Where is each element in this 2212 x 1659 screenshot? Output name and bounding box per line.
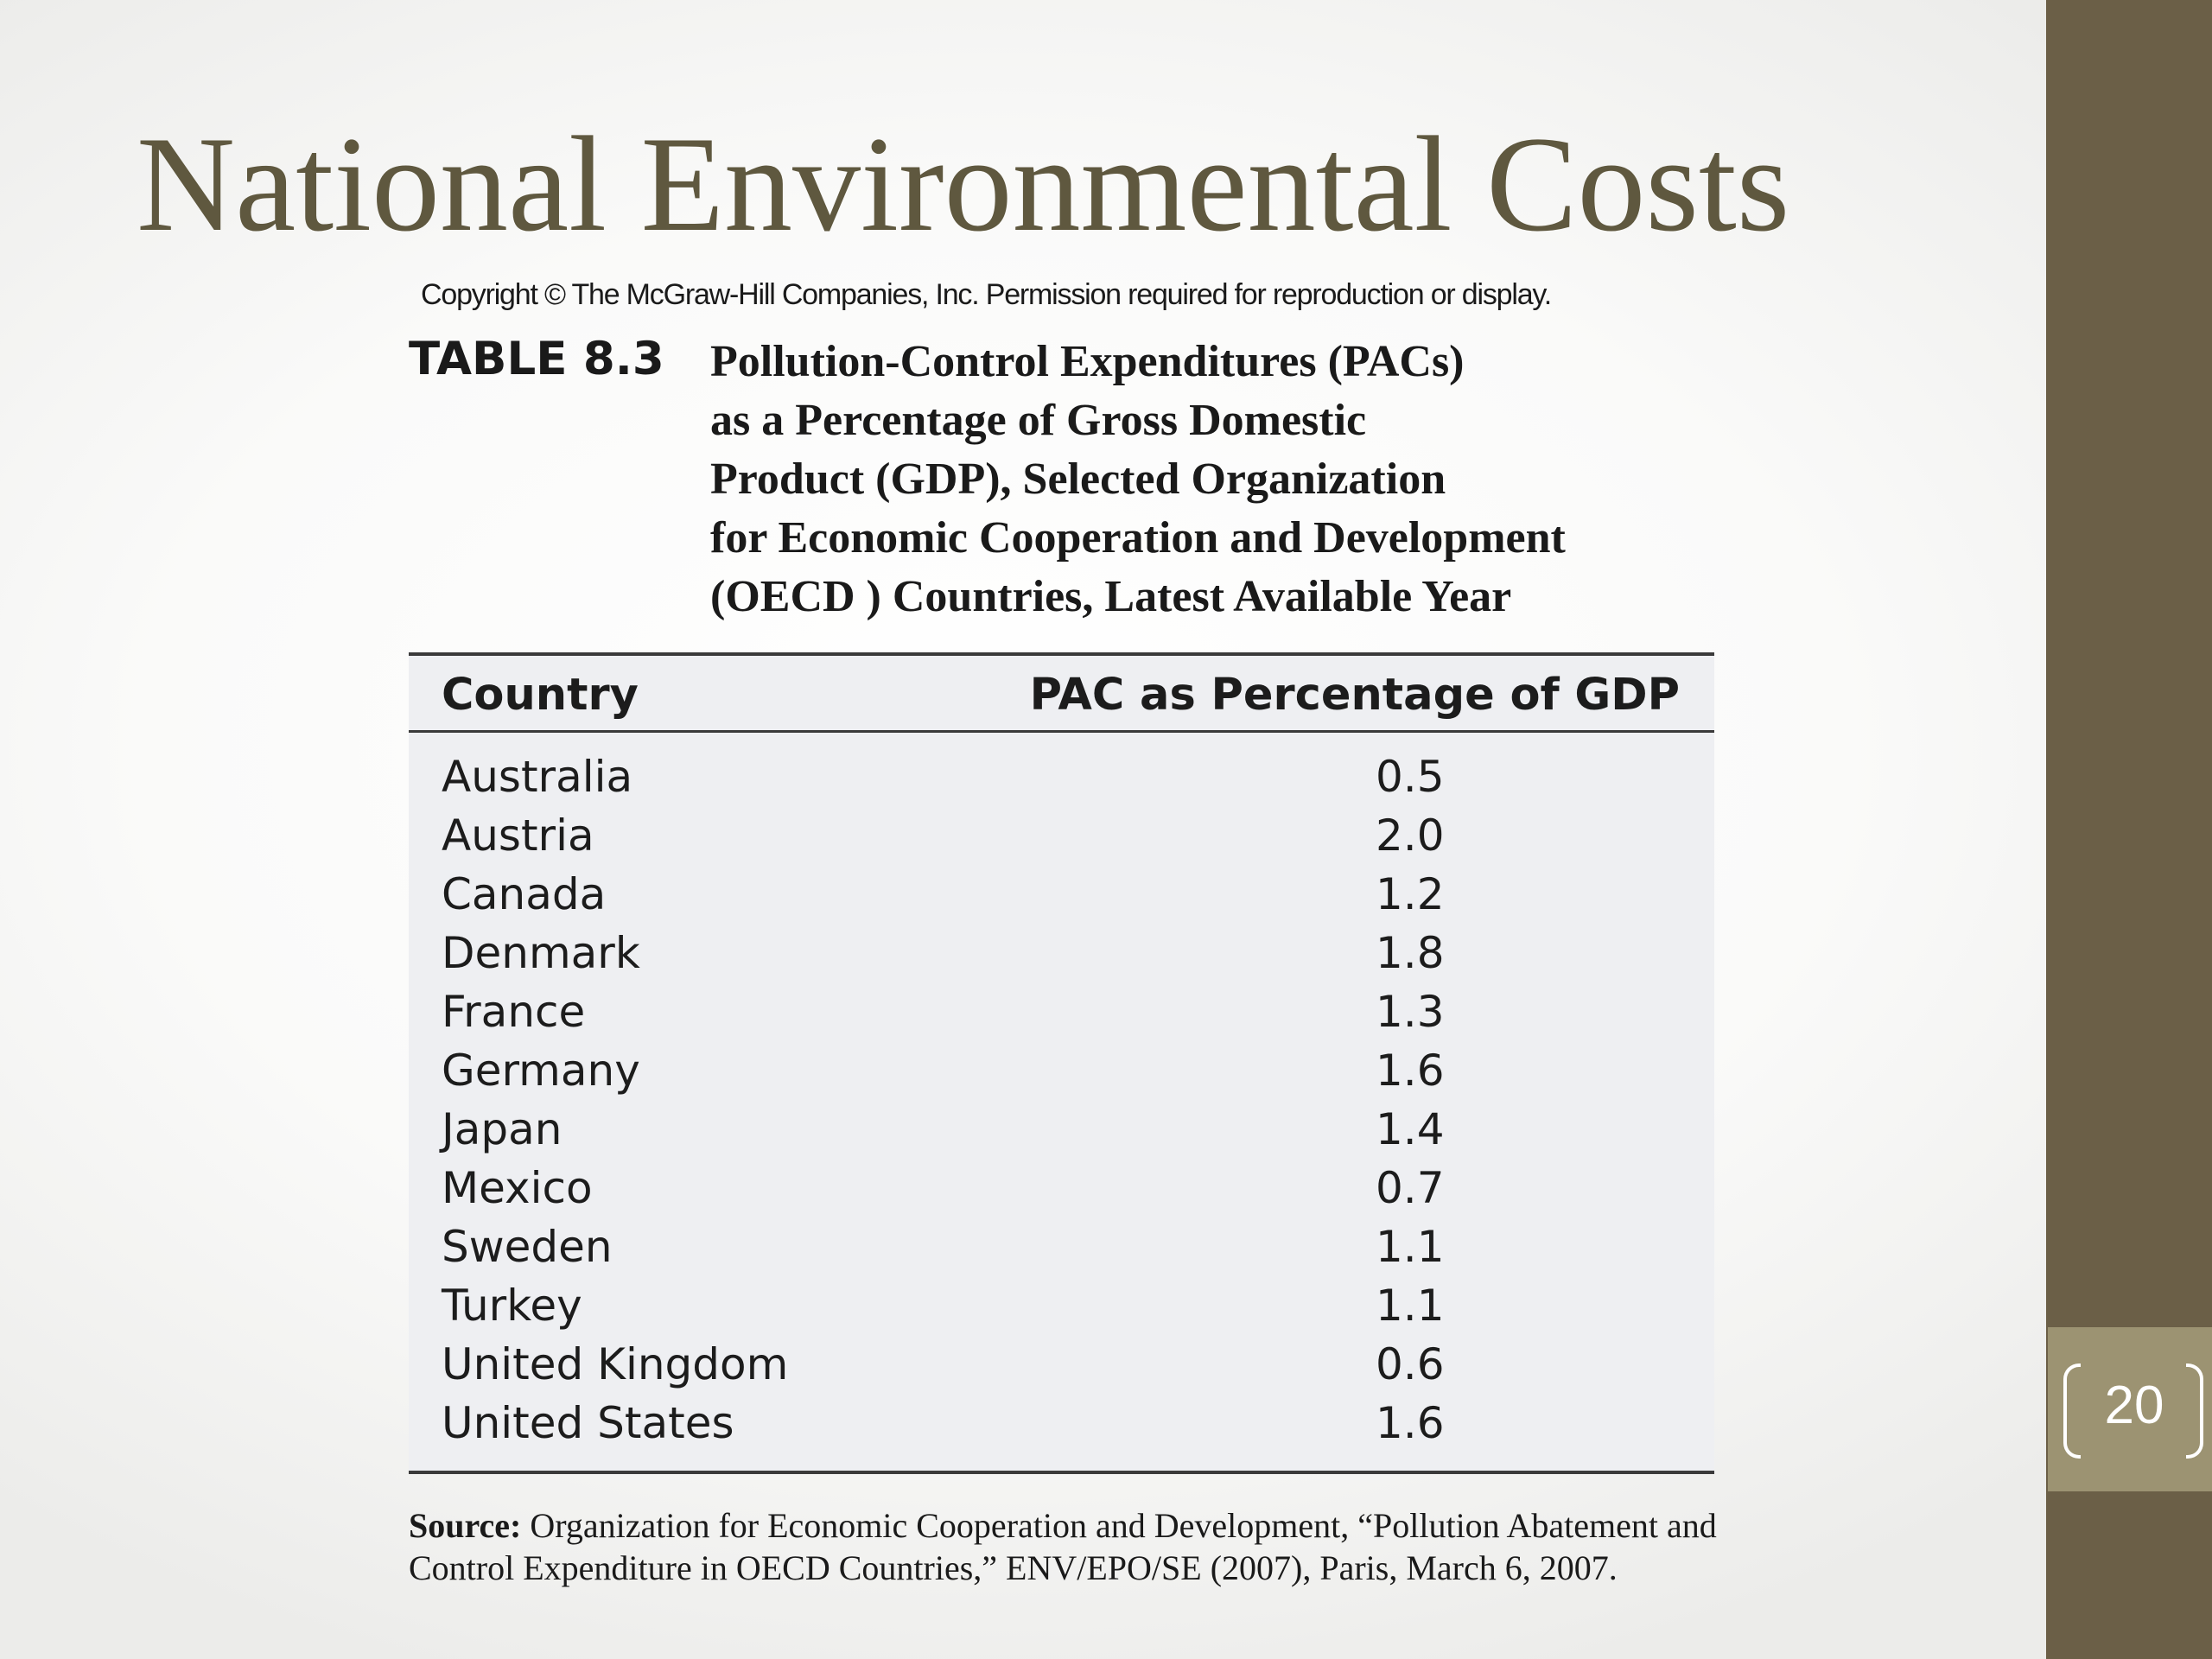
table-row: Denmark 1.8 [409, 924, 1714, 982]
country-cell: Canada [442, 869, 607, 919]
table-row: Germany 1.6 [409, 1041, 1714, 1100]
table-row: United Kingdom 0.6 [409, 1335, 1714, 1394]
pac-value-cell: 1.2 [1376, 869, 1445, 919]
table-row: Austria 2.0 [409, 806, 1714, 865]
pac-value-cell: 1.6 [1376, 1046, 1445, 1096]
page-number-box: 20 [2048, 1327, 2212, 1491]
table-row: Canada 1.2 [409, 865, 1714, 924]
pac-value-cell: 2.0 [1376, 810, 1445, 861]
country-cell: Germany [442, 1046, 640, 1096]
country-cell: Austria [442, 810, 594, 861]
country-cell: United Kingdom [442, 1339, 789, 1389]
source-label: Source: [409, 1506, 522, 1545]
country-cell: United States [442, 1398, 734, 1448]
pac-value-cell: 0.5 [1376, 752, 1445, 802]
right-bracket-icon [2186, 1363, 2203, 1459]
pac-value-cell: 1.3 [1376, 987, 1445, 1037]
table-row: Australia 0.5 [409, 747, 1714, 806]
caption-line: for Economic Cooperation and Development [710, 513, 1566, 563]
table-row: Sweden 1.1 [409, 1217, 1714, 1276]
table-caption: Pollution-Control Expenditures (PACs) as… [710, 333, 1704, 626]
country-cell: Denmark [442, 928, 640, 978]
copyright-notice: Copyright © The McGraw-Hill Companies, I… [421, 278, 1552, 311]
table-row: France 1.3 [409, 982, 1714, 1041]
table-row: Turkey 1.1 [409, 1276, 1714, 1335]
column-header-pac: PAC as Percentage of GDP [1029, 670, 1680, 721]
pac-value-cell: 1.4 [1376, 1104, 1445, 1154]
caption-line: Product (GDP), Selected Organization [710, 454, 1446, 504]
slide-title: National Environmental Costs [137, 109, 1790, 260]
caption-line: (OECD ) Countries, Latest Available Year [710, 572, 1512, 621]
table-row: Mexico 0.7 [409, 1159, 1714, 1217]
country-cell: Mexico [442, 1163, 593, 1213]
table-row: United States 1.6 [409, 1394, 1714, 1452]
pac-value-cell: 0.6 [1376, 1339, 1445, 1389]
table-body: Australia 0.5 Austria 2.0 Canada 1.2 Den… [409, 747, 1714, 1452]
pac-value-cell: 1.1 [1376, 1281, 1445, 1331]
pac-table: Country PAC as Percentage of GDP Austral… [409, 652, 1714, 1474]
table-header: Country PAC as Percentage of GDP [409, 656, 1714, 733]
column-header-country: Country [442, 670, 639, 721]
pac-value-cell: 0.7 [1376, 1163, 1445, 1213]
left-bracket-icon [2063, 1363, 2081, 1459]
source-note: Source: Organization for Economic Cooper… [409, 1504, 1722, 1589]
table-label: TABLE 8.3 [409, 333, 664, 385]
pac-value-cell: 1.8 [1376, 928, 1445, 978]
page-number: 20 [2104, 1376, 2164, 1435]
country-cell: Australia [442, 752, 633, 802]
table-row: Japan 1.4 [409, 1100, 1714, 1159]
caption-line: as a Percentage of Gross Domestic [710, 396, 1367, 445]
caption-line: Pollution-Control Expenditures (PACs) [710, 337, 1465, 386]
country-cell: France [442, 987, 586, 1037]
country-cell: Sweden [442, 1222, 613, 1272]
country-cell: Japan [442, 1104, 563, 1154]
source-text: Organization for Economic Cooperation an… [409, 1506, 1717, 1587]
pac-value-cell: 1.6 [1376, 1398, 1445, 1448]
pac-value-cell: 1.1 [1376, 1222, 1445, 1272]
country-cell: Turkey [442, 1281, 582, 1331]
